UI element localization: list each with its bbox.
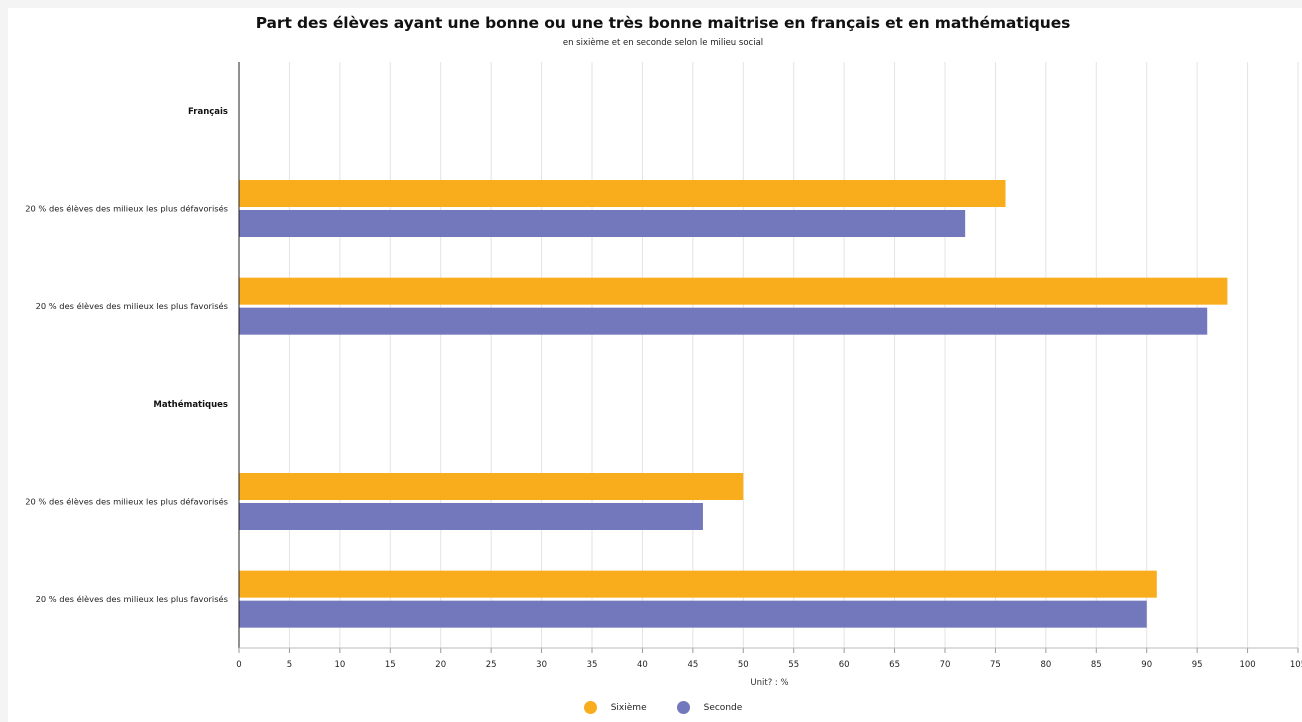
chart-legend: Sixième Seconde — [0, 701, 1302, 714]
x-tick-label: 40 — [637, 660, 648, 670]
bar-seconde — [239, 307, 1208, 335]
bar-seconde — [239, 600, 1147, 628]
category-label: 20 % des élèves des milieux les plus fav… — [36, 594, 228, 604]
legend-item[interactable]: Seconde — [676, 701, 743, 714]
x-tick-label: 85 — [1091, 660, 1102, 670]
x-tick-label: 30 — [536, 660, 547, 670]
group-label: Mathématiques — [153, 399, 228, 410]
bar-seconde — [239, 503, 703, 530]
x-tick-label: 70 — [940, 660, 951, 670]
category-label: 20 % des élèves des milieux les plus fav… — [36, 301, 228, 311]
x-tick-label: 25 — [486, 660, 497, 670]
bar-sixième — [239, 180, 1006, 207]
legend-swatch — [583, 701, 597, 714]
category-label: 20 % des élèves des milieux les plus déf… — [25, 204, 228, 214]
chart-subtitle: en sixième et en seconde selon le milieu… — [562, 38, 764, 48]
bar-seconde — [239, 210, 966, 237]
x-tick-label: 55 — [788, 660, 799, 670]
bar-sixième — [239, 570, 1157, 598]
x-tick-label: 105 — [1290, 660, 1302, 670]
bar-sixième — [239, 473, 744, 500]
x-tick-label: 35 — [587, 660, 598, 670]
x-tick-label: 0 — [236, 660, 241, 670]
x-tick-label: 100 — [1239, 660, 1255, 670]
legend-swatch — [676, 701, 690, 714]
x-tick-label: 10 — [334, 660, 345, 670]
x-tick-label: 90 — [1141, 660, 1152, 670]
x-tick-label: 65 — [889, 660, 900, 670]
x-tick-label: 75 — [990, 660, 1001, 670]
legend-label: Seconde — [703, 702, 743, 713]
x-tick-label: 45 — [687, 660, 698, 670]
legend-item[interactable]: Sixième — [583, 701, 647, 714]
chart-title: Part des élèves ayant une bonne ou une t… — [255, 14, 1071, 32]
bar-sixième — [239, 277, 1228, 305]
x-tick-label: 60 — [839, 660, 850, 670]
x-tick-label: 20 — [435, 660, 446, 670]
x-axis-title: Unit? : % — [750, 678, 788, 688]
x-tick-label: 50 — [738, 660, 749, 670]
x-tick-label: 95 — [1192, 660, 1203, 670]
legend-label: Sixième — [610, 702, 647, 713]
x-tick-label: 5 — [287, 660, 292, 670]
group-label: Français — [188, 107, 228, 117]
x-tick-label: 15 — [385, 660, 396, 670]
x-tick-label: 80 — [1040, 660, 1051, 670]
category-label: 20 % des élèves des milieux les plus déf… — [25, 497, 228, 507]
